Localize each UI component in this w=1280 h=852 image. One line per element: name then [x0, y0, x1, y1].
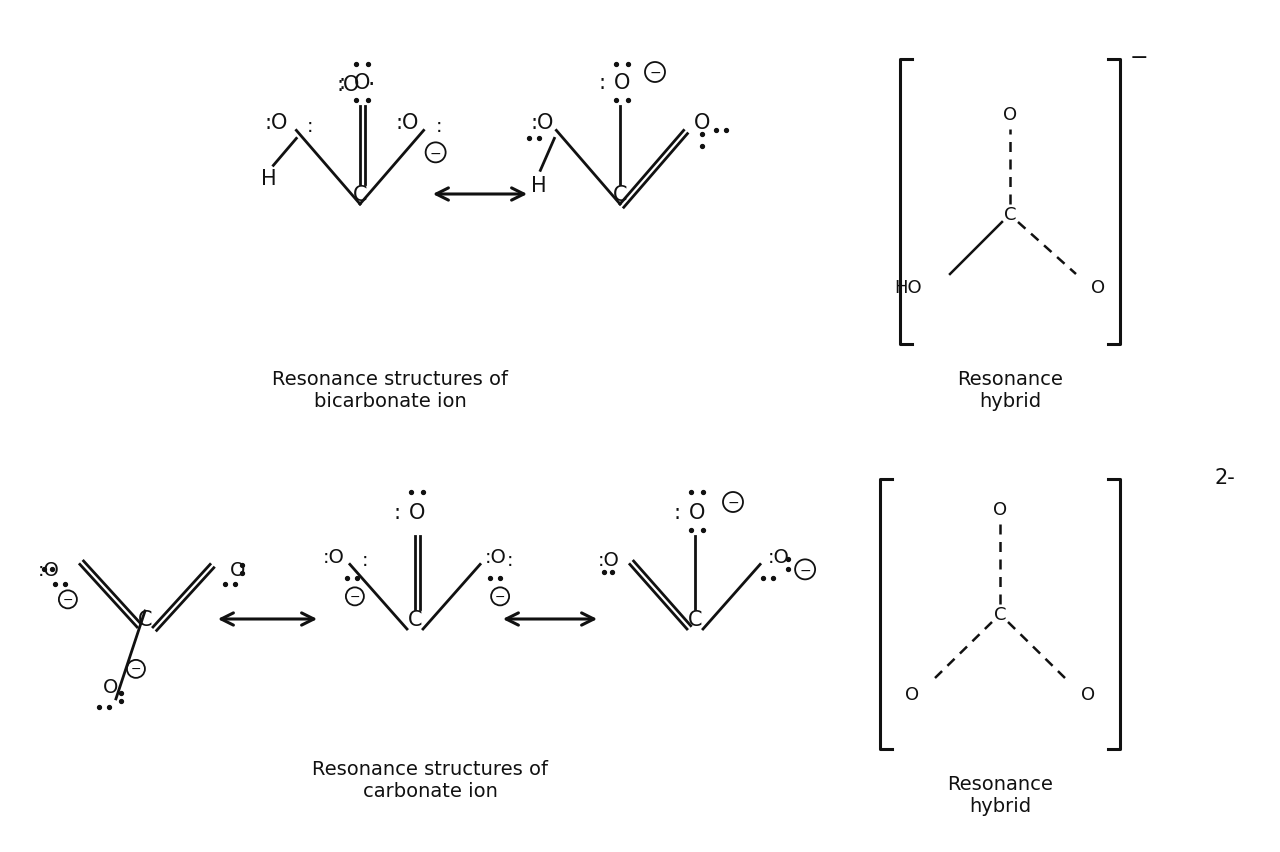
Text: O: O — [694, 113, 710, 133]
Text: Resonance
hybrid: Resonance hybrid — [957, 370, 1062, 411]
Text: O: O — [104, 677, 119, 697]
Text: C: C — [993, 605, 1006, 624]
Text: ·: · — [369, 73, 375, 97]
Text: O: O — [905, 685, 919, 703]
Text: O: O — [614, 73, 630, 93]
Text: −: − — [495, 590, 506, 603]
Text: −: − — [430, 147, 442, 160]
Text: O: O — [1004, 106, 1018, 124]
Text: O: O — [353, 73, 370, 93]
Text: −: − — [349, 590, 360, 603]
Text: :O: :O — [323, 547, 344, 567]
Text: C: C — [408, 609, 422, 630]
Text: :O: :O — [265, 113, 288, 133]
Text: :O: :O — [768, 547, 790, 567]
Text: C: C — [687, 609, 703, 630]
Text: :: : — [599, 73, 605, 93]
Text: −: − — [649, 66, 660, 80]
Text: H: H — [530, 176, 547, 196]
Text: Resonance
hybrid: Resonance hybrid — [947, 774, 1053, 815]
Text: :O: :O — [396, 113, 419, 133]
Text: :O: :O — [531, 113, 554, 133]
Text: Resonance structures of
bicarbonate ion: Resonance structures of bicarbonate ion — [273, 370, 508, 411]
Text: −: − — [727, 495, 739, 509]
Text: C: C — [613, 185, 627, 204]
Text: C: C — [1004, 206, 1016, 224]
Text: O: O — [1080, 685, 1096, 703]
Text: O: O — [993, 500, 1007, 518]
Text: −: − — [1130, 48, 1148, 68]
Text: :: : — [362, 550, 369, 569]
Text: HO: HO — [895, 279, 922, 296]
Text: −: − — [131, 663, 141, 676]
Text: :O: :O — [598, 550, 620, 569]
Text: H: H — [261, 170, 276, 189]
Text: :O: :O — [485, 547, 507, 567]
Text: O: O — [1091, 279, 1105, 296]
Text: :: : — [338, 73, 346, 93]
Text: O: O — [408, 503, 425, 522]
Text: O: O — [230, 561, 246, 579]
Text: :: : — [306, 117, 312, 135]
Text: C: C — [138, 609, 152, 630]
Text: :: : — [507, 550, 513, 569]
Text: C: C — [353, 185, 367, 204]
Text: −: − — [799, 562, 812, 577]
Text: :: : — [673, 503, 681, 522]
Text: :O: :O — [337, 75, 360, 95]
Text: −: − — [63, 593, 73, 606]
Text: O: O — [689, 503, 705, 522]
Text: :O: :O — [38, 561, 60, 579]
Text: 2-: 2- — [1215, 468, 1235, 487]
Text: :: : — [435, 117, 442, 135]
Text: :: : — [393, 503, 401, 522]
Text: Resonance structures of
carbonate ion: Resonance structures of carbonate ion — [312, 759, 548, 800]
